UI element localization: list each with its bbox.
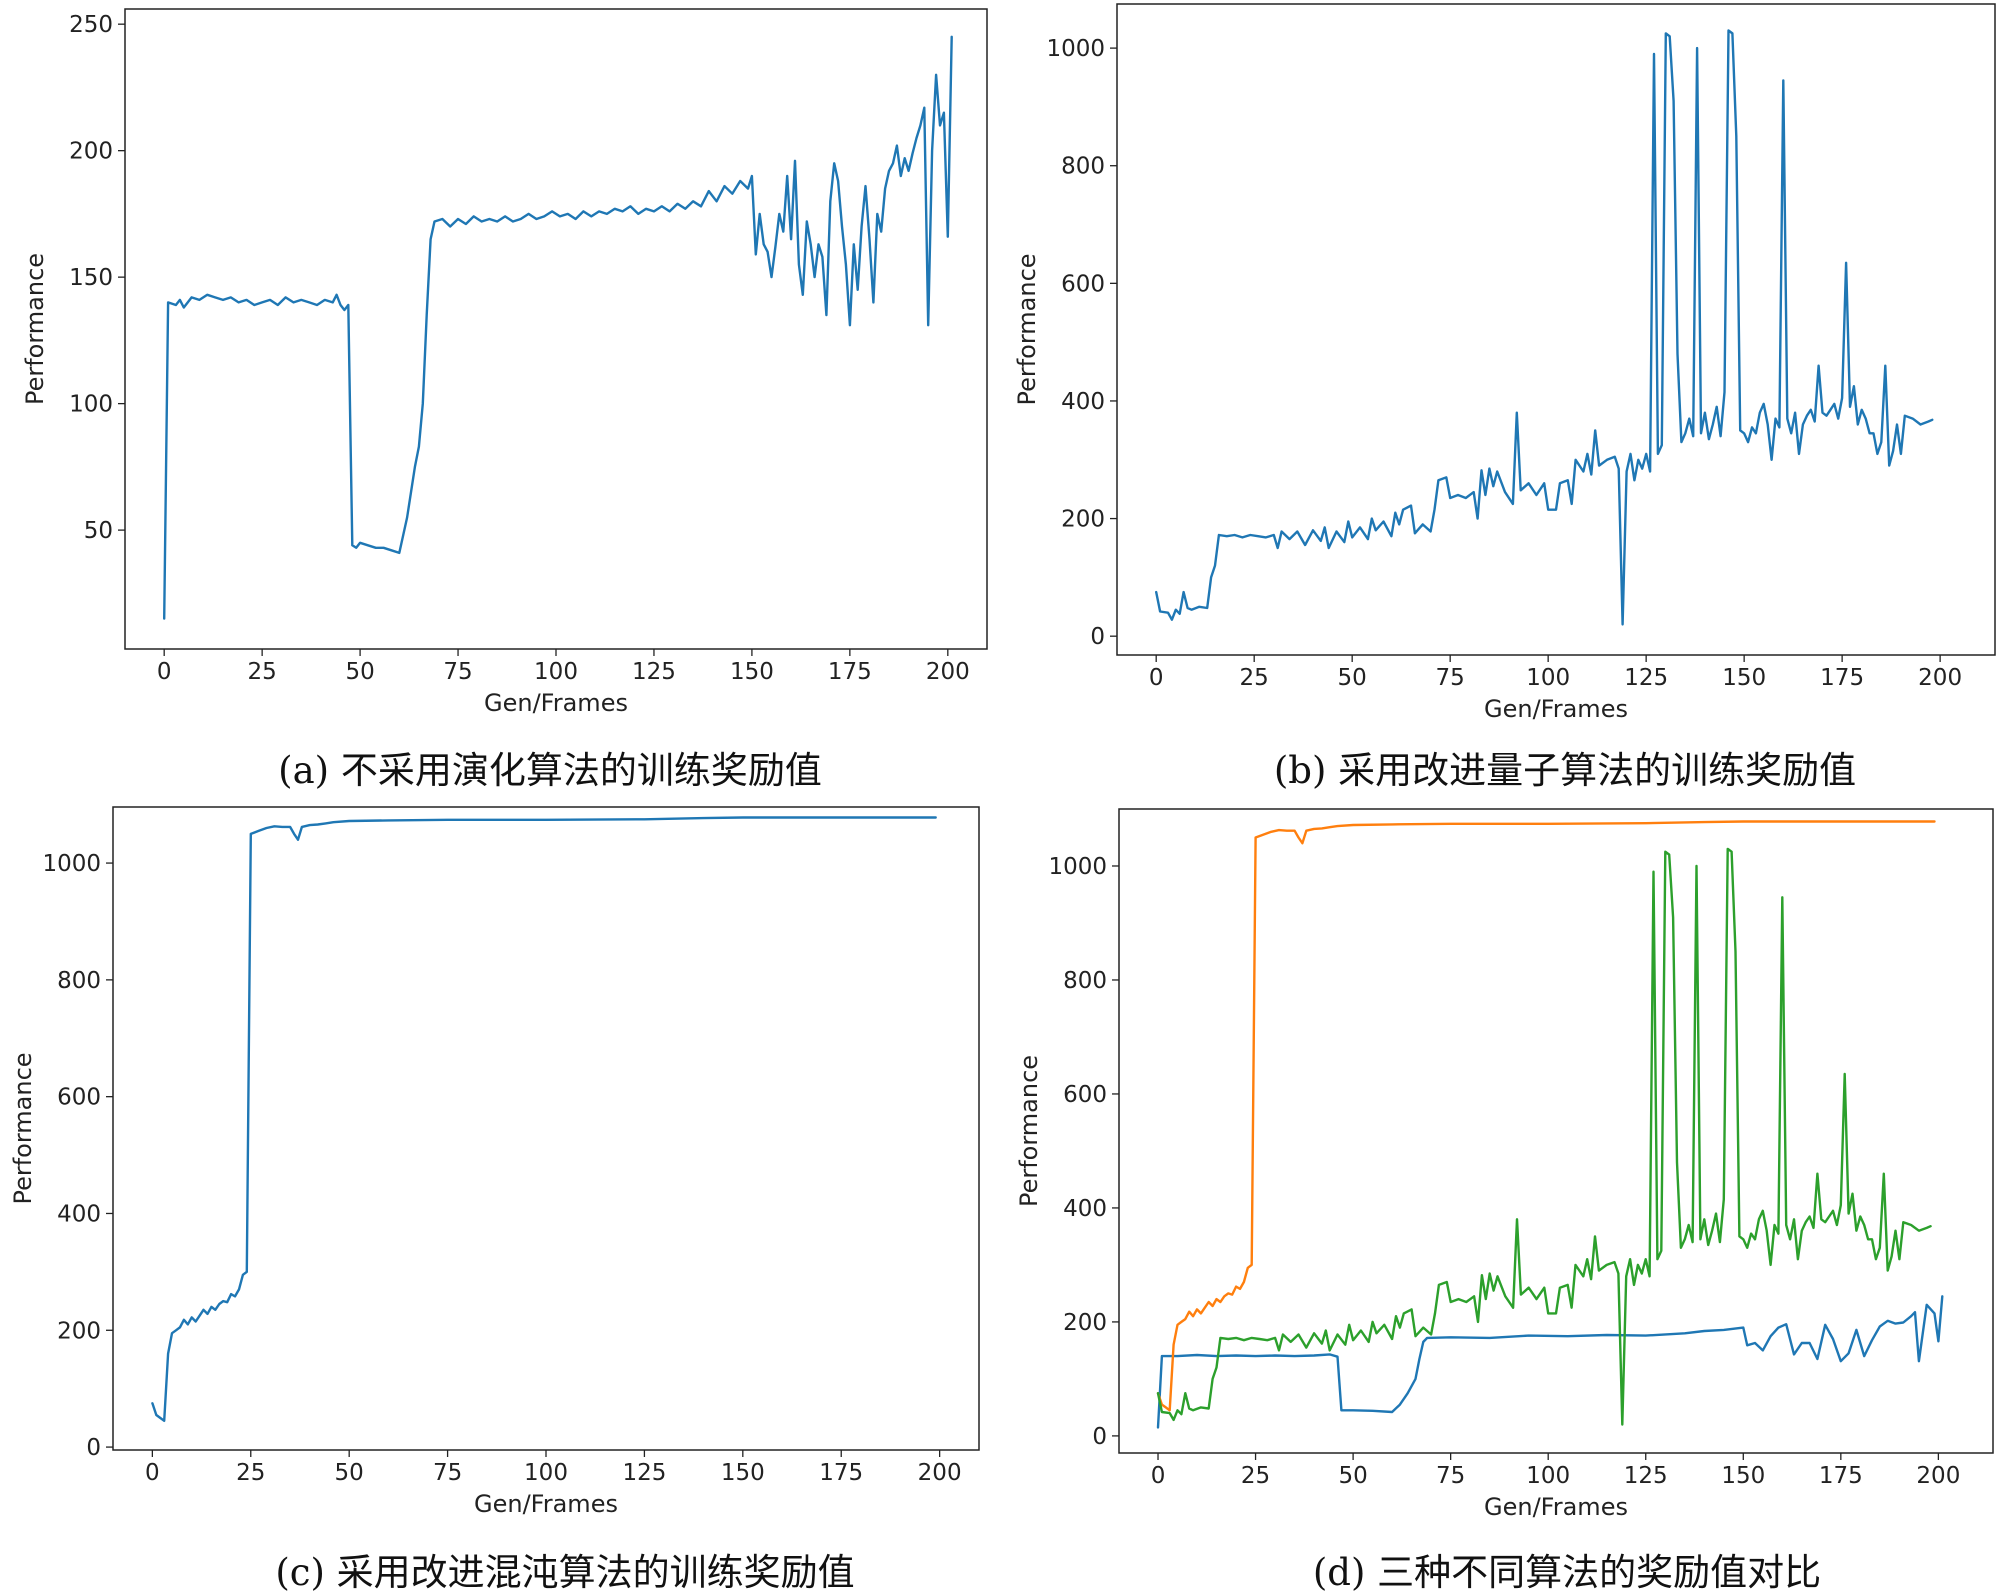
- chart-a-x-axis-title: Gen/Frames: [484, 689, 628, 717]
- chart-c-y-tick-label: 0: [86, 1435, 101, 1461]
- chart-c-x-tick-label: 150: [721, 1460, 765, 1486]
- chart-d-y-tick-label: 600: [1063, 1082, 1107, 1108]
- chart-d-x-tick-label: 25: [1241, 1463, 1270, 1489]
- chart-b-x-tick-label: 125: [1624, 665, 1668, 691]
- chart-a-x-tick-label: 100: [534, 659, 578, 685]
- chart-a-x-tick-label: 125: [632, 659, 676, 685]
- chart-c-series-line-1: [151, 816, 937, 1422]
- chart-b-series-line-1: [1155, 29, 1934, 626]
- chart-c-svg: 0 25 50 75 100 125 150 175 200 0 200 400 600 800 1000 G…: [9, 806, 980, 1518]
- chart-a-x-tick-label: 0: [157, 659, 172, 685]
- chart-a-y-tick-label: 50: [84, 518, 113, 544]
- chart-d-x-tick-label: 150: [1721, 1463, 1765, 1489]
- caption-d: (d) 三种不同算法的奖励值对比: [1312, 1551, 1822, 1594]
- chart-b-y-tick-label: 800: [1061, 154, 1105, 180]
- chart-d-x-tick-label: 175: [1819, 1463, 1863, 1489]
- chart-b-x-tick-label: 0: [1149, 665, 1164, 691]
- chart-b-x-tick-label: 50: [1338, 665, 1367, 691]
- chart-a-x-tick-label: 150: [730, 659, 774, 685]
- chart-a-x-tick-label: 75: [443, 659, 472, 685]
- chart-c-x-tick-label: 200: [918, 1460, 962, 1486]
- chart-b-x-tick-label: 175: [1820, 665, 1864, 691]
- chart-c-y-tick-label: 1000: [42, 851, 101, 877]
- chart-d-y-tick-label: 800: [1063, 968, 1107, 994]
- chart-d-x-tick-label: 50: [1338, 1463, 1367, 1489]
- chart-d-x-tick-label: 0: [1151, 1463, 1166, 1489]
- chart-d-series-line-3: [1156, 847, 1932, 1426]
- chart-a-series-line-1: [163, 35, 953, 620]
- chart-d-svg: 0 25 50 75 100 125 150 175 200 0 200 400 600 800 1000 G…: [1015, 808, 1994, 1521]
- chart-c-x-tick-label: 175: [819, 1460, 863, 1486]
- chart-panel-a: 0 25 50 75 100 125 150 175 200 50 100 150 200 250 Gen/…: [0, 0, 1000, 740]
- chart-b-y-tick-label: 600: [1061, 271, 1105, 297]
- chart-d-y-tick-label: 1000: [1048, 854, 1107, 880]
- chart-c-y-tick-label: 600: [57, 1085, 101, 1111]
- chart-b-x-tick-label: 75: [1436, 665, 1465, 691]
- chart-c-x-tick-label: 100: [524, 1460, 568, 1486]
- chart-d-x-axis-title: Gen/Frames: [1484, 1493, 1628, 1521]
- chart-c-y-axis-title: Performance: [9, 1052, 37, 1204]
- chart-a-x-tick-label: 25: [247, 659, 276, 685]
- chart-b-y-tick-label: 400: [1061, 389, 1105, 415]
- chart-d-x-tick-label: 100: [1526, 1463, 1570, 1489]
- chart-c-x-tick-label: 0: [145, 1460, 160, 1486]
- chart-a-y-tick-label: 150: [69, 265, 113, 291]
- chart-b-x-tick-label: 100: [1526, 665, 1570, 691]
- chart-a-y-axis-title: Performance: [21, 253, 49, 405]
- chart-b-y-tick-label: 0: [1090, 624, 1105, 650]
- chart-a-y-tick-label: 100: [69, 392, 113, 418]
- chart-b-x-tick-label: 25: [1240, 665, 1269, 691]
- caption-b: (b) 采用改进量子算法的训练奖励值: [1273, 749, 1857, 792]
- chart-d-y-axis-title: Performance: [1015, 1055, 1043, 1207]
- chart-a-x-tick-label: 200: [926, 659, 970, 685]
- chart-c-x-tick-label: 75: [433, 1460, 462, 1486]
- chart-d-y-tick-label: 200: [1063, 1310, 1107, 1336]
- chart-c-x-tick-label: 25: [236, 1460, 265, 1486]
- chart-c-y-tick-label: 400: [57, 1201, 101, 1227]
- chart-a-x-tick-label: 175: [828, 659, 872, 685]
- chart-c-y-tick-label: 800: [57, 968, 101, 994]
- chart-a-svg: 0 25 50 75 100 125 150 175 200 50 100 150 200 250 Gen/…: [21, 8, 988, 717]
- chart-b-y-axis-title: Performance: [1013, 253, 1041, 405]
- chart-d-series-line-2: [1156, 820, 1936, 1412]
- chart-c-x-tick-label: 125: [622, 1460, 666, 1486]
- chart-c-x-tick-label: 50: [335, 1460, 364, 1486]
- chart-b-x-tick-label: 150: [1722, 665, 1766, 691]
- caption-c: (c) 采用改进混沌算法的训练奖励值: [275, 1551, 855, 1594]
- chart-b-x-tick-label: 200: [1918, 665, 1962, 691]
- chart-panel-d: 0 25 50 75 100 125 150 175 200 0 200 400 600 800 1000 G…: [1015, 808, 1994, 1521]
- chart-b-svg: 0 25 50 75 100 125 150 175 200 0 200 400 600 800 1000 G…: [1013, 3, 1996, 723]
- chart-d-plot-frame: [1118, 808, 1994, 1454]
- chart-c-x-axis-title: Gen/Frames: [474, 1490, 618, 1518]
- chart-panel-b: 0 25 50 75 100 125 150 175 200 0 200 400 600 800 1000 G…: [0, 0, 2000, 740]
- chart-panel-c: 0 25 50 75 100 125 150 175 200 0 200 400 600 800 1000 G…: [0, 0, 1000, 1530]
- chart-d-x-tick-label: 125: [1624, 1463, 1668, 1489]
- chart-b-y-tick-label: 200: [1061, 507, 1105, 533]
- chart-a-x-tick-label: 50: [345, 659, 374, 685]
- chart-d-series-line-1: [1156, 1295, 1944, 1429]
- chart-c-y-tick-label: 200: [57, 1318, 101, 1344]
- chart-b-plot-frame: [1116, 3, 1996, 656]
- chart-a-y-tick-label: 200: [69, 139, 113, 165]
- chart-b-y-tick-label: 1000: [1046, 36, 1105, 62]
- chart-d-y-tick-label: 400: [1063, 1196, 1107, 1222]
- chart-a-y-tick-label: 250: [69, 12, 113, 38]
- chart-b-x-axis-title: Gen/Frames: [1484, 695, 1628, 723]
- caption-a: (a) 不采用演化算法的训练奖励值: [278, 749, 822, 792]
- chart-d-x-tick-label: 75: [1436, 1463, 1465, 1489]
- chart-d-x-tick-label: 200: [1916, 1463, 1960, 1489]
- chart-d-y-tick-label: 0: [1092, 1424, 1107, 1450]
